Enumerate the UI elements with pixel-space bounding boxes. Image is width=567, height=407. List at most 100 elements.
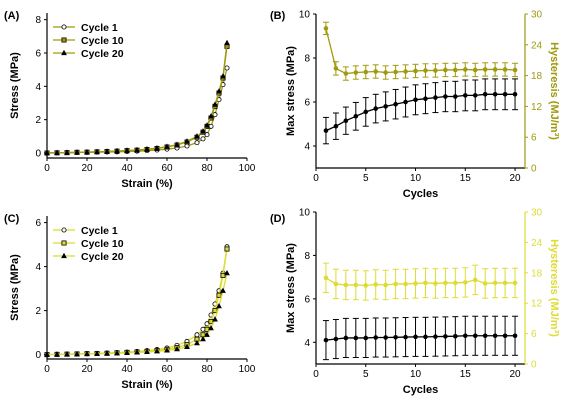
x-tick-label: 0	[313, 369, 319, 380]
max-stress-point	[453, 333, 458, 339]
max-stress-point	[492, 92, 498, 97]
max-stress-line	[325, 93, 516, 132]
y-tick-label: 4	[35, 262, 41, 273]
hysteresis-point	[353, 70, 359, 75]
max-stress-point	[393, 334, 398, 340]
hysteresis-point	[393, 281, 398, 287]
data-point	[164, 143, 170, 149]
panel-label: (A)	[4, 10, 20, 22]
data-point	[208, 113, 214, 119]
hysteresis-point	[502, 67, 508, 72]
max-stress-point	[482, 92, 488, 97]
max-stress-point	[443, 334, 448, 339]
right-y-axis-label: Hysteresis (MJ/m³)	[548, 239, 560, 337]
max-stress-point	[482, 333, 488, 339]
x-tick-label: 40	[121, 364, 133, 375]
max-stress-point	[393, 101, 398, 107]
data-point	[54, 149, 60, 155]
series-line	[46, 46, 228, 154]
data-point	[74, 149, 80, 155]
max-stress-point	[353, 335, 359, 341]
hysteresis-point	[453, 67, 458, 73]
data-point	[184, 343, 190, 350]
data-point	[212, 112, 218, 118]
x-tick-label: 80	[201, 364, 213, 375]
plot-area	[322, 21, 519, 145]
hysteresis-point	[413, 281, 418, 286]
right-y-tick-label: 24	[531, 40, 543, 51]
data-point	[124, 147, 130, 153]
max-stress-point	[413, 97, 418, 103]
x-tick-label: 5	[363, 173, 369, 184]
y-axis-label: Max stress (MPa)	[285, 46, 297, 136]
x-tick-label: 20	[81, 163, 93, 174]
data-point	[212, 308, 218, 314]
x-axis-label: Cycles	[403, 384, 438, 396]
right-y-tick-label: 30	[531, 208, 543, 219]
right-y-tick-label: 18	[531, 71, 543, 82]
max-stress-point	[343, 335, 349, 341]
legend-entry: Cycle 10	[81, 35, 124, 47]
panel-B: (B) 0 5 10 15 20 4 6 8 10 0 6 12 18 24 30 Cycles Max stre…	[270, 10, 560, 201]
data-point	[184, 143, 190, 149]
data-point	[104, 148, 110, 154]
hysteresis-point	[443, 280, 448, 286]
right-y-tick-label: 0	[531, 360, 537, 371]
max-stress-point	[403, 334, 408, 340]
y-tick-label: 10	[299, 10, 311, 21]
panel-C: (C) 0 20 40 60 80 100 0 2 4 6 Strain (%) Stress (MPa…	[4, 213, 256, 391]
x-tick-label: 80	[201, 163, 213, 174]
max-stress-point	[443, 94, 448, 99]
max-stress-point	[363, 335, 369, 341]
data-point	[184, 138, 190, 144]
data-point	[224, 65, 230, 71]
data-point	[220, 272, 226, 278]
data-point	[194, 332, 200, 338]
hysteresis-point	[383, 70, 388, 75]
hysteresis-point	[373, 282, 379, 287]
y-axis-label: Max stress (MPa)	[285, 243, 297, 333]
hysteresis-point	[363, 283, 369, 288]
hysteresis-point	[512, 67, 518, 73]
hysteresis-point	[443, 67, 448, 73]
hysteresis-point	[482, 67, 488, 72]
max-stress-point	[373, 106, 379, 111]
max-stress-point	[433, 95, 438, 100]
x-tick-label: 20	[509, 173, 521, 184]
data-point	[164, 347, 170, 353]
data-point	[220, 287, 226, 293]
panel-label: (D)	[270, 213, 286, 225]
series-line	[46, 273, 228, 356]
x-tick-label: 40	[121, 163, 133, 174]
hysteresis-point	[423, 280, 428, 286]
data-point	[220, 73, 226, 79]
max-stress-point	[343, 118, 349, 123]
data-point	[208, 319, 214, 325]
series-cycle-20	[44, 39, 230, 156]
data-point	[204, 326, 210, 332]
series-line	[46, 67, 228, 154]
legend-entry: Cycle 1	[81, 22, 118, 34]
data-point	[216, 88, 222, 94]
hysteresis-point	[403, 281, 408, 287]
x-tick-label: 60	[161, 364, 173, 375]
hysteresis-point	[492, 67, 498, 72]
max-stress-point	[353, 114, 359, 119]
data-point	[194, 339, 200, 346]
hysteresis-point	[373, 69, 379, 74]
data-point	[208, 123, 214, 129]
max-stress-point	[363, 109, 369, 115]
series-line	[46, 248, 228, 356]
panel-label: (B)	[270, 10, 286, 22]
data-point	[134, 146, 140, 153]
max-stress-point	[502, 92, 508, 97]
hysteresis-point	[462, 67, 468, 72]
data-point	[54, 351, 60, 357]
hysteresis-point	[343, 71, 349, 76]
y-axis-label: Stress (MPa)	[9, 254, 21, 321]
hysteresis-point	[423, 68, 428, 73]
y-tick-label: 4	[304, 338, 310, 349]
panel-label: (C)	[4, 213, 20, 225]
